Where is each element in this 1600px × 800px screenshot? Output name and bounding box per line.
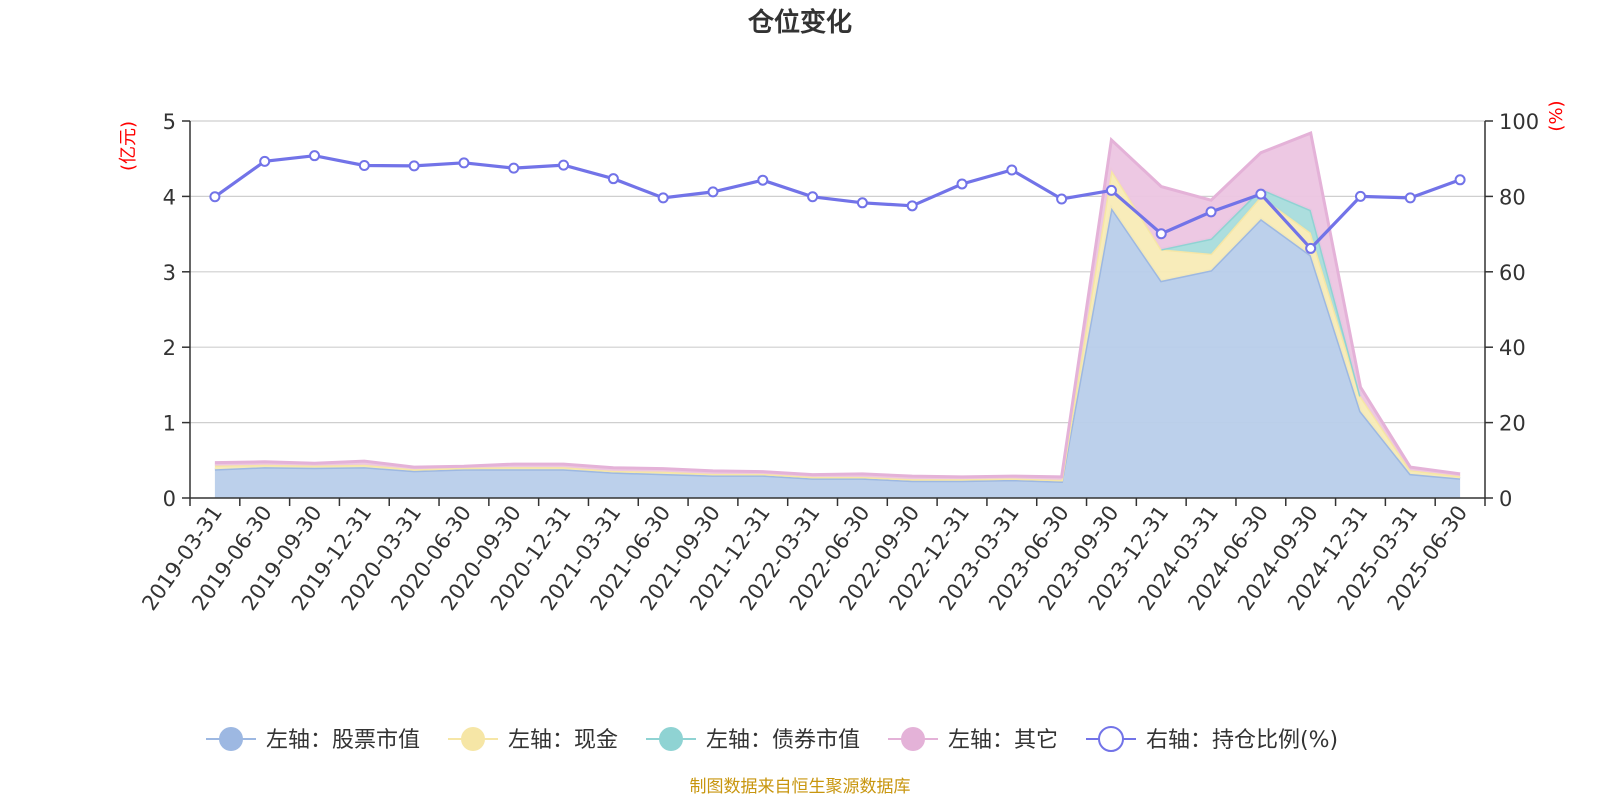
legend-marker bbox=[659, 727, 683, 751]
left-axis-tick-label: 5 bbox=[163, 110, 176, 134]
ratio-point bbox=[259, 155, 271, 167]
area-edge-series-4 bbox=[214, 131, 1461, 479]
right-axis-tick-label: 80 bbox=[1499, 185, 1526, 209]
ratio-point bbox=[956, 178, 968, 190]
legend-item: 右轴：持仓比例(%) bbox=[1086, 726, 1338, 753]
ratio-point bbox=[1255, 188, 1267, 200]
ratio-point bbox=[309, 150, 321, 162]
left-axis-tick-label: 0 bbox=[163, 487, 176, 511]
ratio-point bbox=[1006, 164, 1018, 176]
ratio-point bbox=[607, 173, 619, 185]
ratio-point bbox=[408, 160, 420, 172]
ratio-point bbox=[1155, 228, 1167, 240]
area-series-2 bbox=[214, 170, 1461, 482]
ratio-point bbox=[458, 157, 470, 169]
ratio-point bbox=[707, 186, 719, 198]
ratio-line-path bbox=[213, 154, 1461, 251]
legend-item: 左轴：股票市值 bbox=[206, 727, 420, 753]
legend-item: 左轴：其它 bbox=[888, 727, 1058, 753]
right-axis-tick-label: 40 bbox=[1499, 336, 1526, 360]
ratio-point bbox=[1056, 193, 1068, 205]
data-source-note: 制图数据来自恒生聚源数据库 bbox=[690, 777, 911, 797]
legend-marker bbox=[901, 727, 925, 751]
left-axis-unit: (亿元) bbox=[118, 121, 139, 171]
right-axis-tick-label: 0 bbox=[1499, 487, 1512, 511]
ratio-point bbox=[1354, 190, 1366, 202]
ratio-point bbox=[508, 162, 520, 174]
right-axis-unit: (%) bbox=[1546, 100, 1567, 131]
ratio-point bbox=[807, 191, 819, 203]
ratio-point bbox=[558, 159, 570, 171]
stacked-areas bbox=[214, 131, 1461, 498]
ratio-point bbox=[657, 192, 669, 204]
ratio-point bbox=[1105, 184, 1117, 196]
ratio-point bbox=[358, 159, 370, 171]
legend-marker bbox=[1098, 726, 1124, 752]
ratio-line bbox=[209, 150, 1466, 254]
legend-label: 左轴：现金 bbox=[508, 728, 618, 753]
ratio-point bbox=[1454, 174, 1466, 186]
legend: 左轴：股票市值 左轴：现金 左轴：债券市值 左轴：其它 右轴：持仓比例(%) bbox=[206, 726, 1338, 753]
left-axis-tick-label: 1 bbox=[163, 412, 176, 436]
area-series-4 bbox=[214, 133, 1461, 480]
legend-marker bbox=[461, 727, 485, 751]
ratio-point bbox=[856, 197, 868, 209]
legend-label: 左轴：债券市值 bbox=[706, 728, 860, 753]
legend-item: 左轴：债券市值 bbox=[646, 727, 860, 753]
left-axis-tick-label: 4 bbox=[163, 185, 176, 209]
right-axis-tick-label: 20 bbox=[1499, 412, 1526, 436]
right-axis-tick-label: 60 bbox=[1499, 261, 1526, 285]
chart-title: 仓位变化 bbox=[747, 7, 852, 38]
ratio-point bbox=[1404, 192, 1416, 204]
ratio-point bbox=[1305, 242, 1317, 254]
left-axis-tick-label: 2 bbox=[163, 336, 176, 360]
legend-label: 左轴：股票市值 bbox=[266, 728, 420, 753]
ratio-point bbox=[209, 191, 221, 203]
legend-item: 左轴：现金 bbox=[448, 727, 618, 753]
legend-label: 左轴：其它 bbox=[948, 728, 1058, 753]
legend-label: 右轴：持仓比例(%) bbox=[1146, 728, 1338, 753]
ratio-point bbox=[906, 200, 918, 212]
ratio-point bbox=[757, 174, 769, 186]
left-axis-tick-label: 3 bbox=[163, 261, 176, 285]
area-series-1 bbox=[214, 207, 1461, 498]
legend-marker bbox=[219, 727, 243, 751]
ratio-point bbox=[1205, 206, 1217, 218]
right-axis-tick-label: 100 bbox=[1499, 110, 1539, 134]
